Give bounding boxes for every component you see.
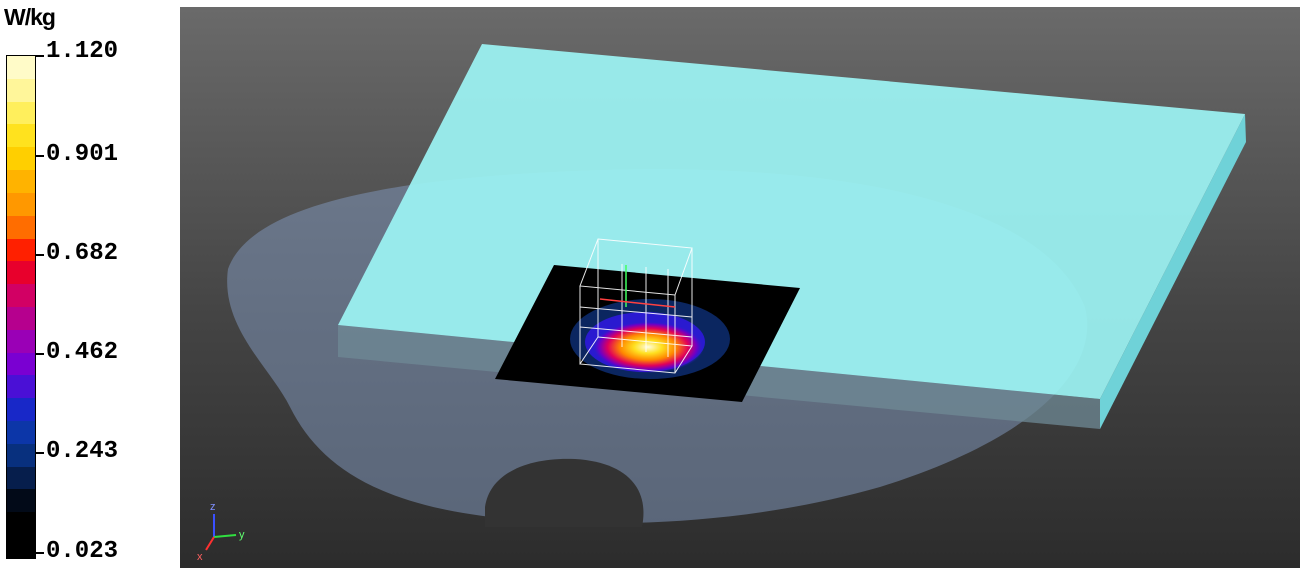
legend-label: 0.682	[46, 240, 119, 267]
legend-tick	[36, 552, 44, 554]
color-scale-swatch	[7, 124, 35, 148]
color-scale-swatch	[7, 329, 35, 353]
legend-tick	[36, 452, 44, 454]
axis-label-z: z	[210, 501, 216, 513]
orientation-triad: z y x	[197, 501, 245, 563]
color-scale-swatch	[7, 215, 35, 239]
color-scale-swatch	[7, 421, 35, 444]
legend-tick	[36, 55, 44, 57]
color-scale-swatch	[7, 398, 35, 421]
color-scale-swatch	[7, 443, 35, 467]
color-scale-swatch	[7, 192, 35, 216]
legend-tick	[36, 155, 44, 157]
color-scale-swatch	[7, 284, 35, 307]
color-scale-swatch	[7, 375, 35, 399]
legend-tick	[36, 254, 44, 256]
legend-label: 0.901	[46, 141, 119, 168]
legend-label-min: 0.023	[46, 538, 119, 565]
3d-sar-viewport[interactable]: z y x	[180, 7, 1300, 568]
legend-tick	[36, 353, 44, 355]
color-scale-swatch	[7, 535, 35, 558]
color-scale-swatch	[7, 512, 35, 536]
legend-unit: W/kg	[4, 4, 56, 30]
color-scale-swatch	[7, 56, 35, 79]
color-scale-swatch	[7, 238, 35, 262]
sar-peak-hotspot	[592, 321, 704, 373]
zoom-scan-cube	[579, 238, 693, 374]
axis-label-y: y	[239, 529, 245, 541]
color-scale-swatch	[7, 261, 35, 285]
color-scale-swatch	[7, 489, 35, 513]
color-scale-swatch	[7, 306, 35, 330]
device-slab-edge	[1100, 114, 1246, 429]
axis-label-x: x	[197, 551, 203, 563]
color-scale-bar	[6, 55, 36, 559]
color-scale-swatch	[7, 352, 35, 376]
legend-label: 0.243	[46, 438, 119, 465]
color-scale-legend: W/kg 1.120 0.901 0.682 0.462 0.243 0.023	[0, 0, 175, 569]
phantom-cavity	[485, 458, 644, 527]
color-scale-swatch	[7, 466, 35, 490]
color-scale-swatch	[7, 78, 35, 102]
probe-axis-x	[599, 298, 676, 308]
legend-label: 0.462	[46, 339, 119, 366]
legend-label-max: 1.120	[46, 38, 119, 65]
color-scale-swatch	[7, 170, 35, 193]
color-scale-swatch	[7, 147, 35, 171]
color-scale-swatch	[7, 101, 35, 125]
